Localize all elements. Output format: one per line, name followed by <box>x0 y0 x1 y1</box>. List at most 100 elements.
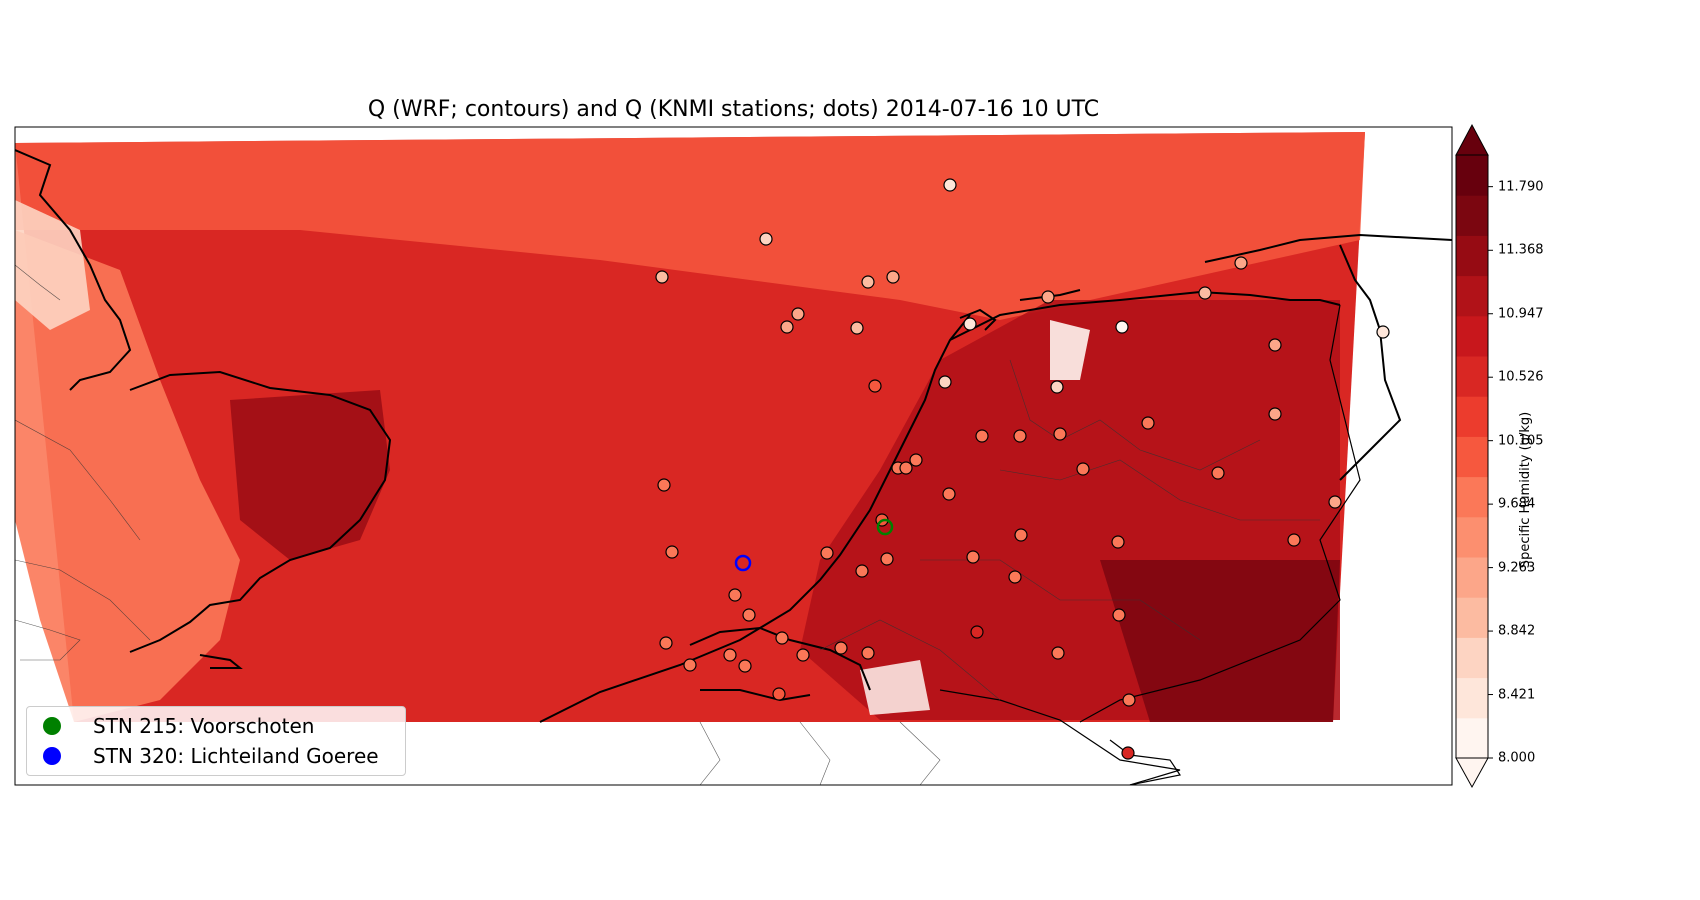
colorbar-segment <box>1456 436 1488 478</box>
legend-marker-green <box>43 717 61 735</box>
station-dot <box>728 588 742 602</box>
station-dot <box>775 631 789 645</box>
colorbar-segment <box>1456 597 1488 638</box>
station-215-voorschoten-marker <box>876 518 894 536</box>
colorbar-segment <box>1456 235 1488 277</box>
station-dot <box>1053 427 1067 441</box>
colorbar-max-extension <box>1455 123 1489 156</box>
station-dot <box>1234 256 1248 270</box>
colorbar-tick-label: 11.368 <box>1498 242 1544 258</box>
colorbar-tick-label: 10.105 <box>1498 433 1544 449</box>
colorbar-tick-label: 8.421 <box>1498 687 1536 703</box>
station-markers <box>655 178 1390 760</box>
station-dot <box>966 550 980 564</box>
station-dot <box>1013 429 1027 443</box>
station-dot <box>1014 528 1028 542</box>
station-dot <box>1051 646 1065 660</box>
colorbar-segment <box>1456 516 1488 558</box>
station-dot <box>1376 325 1390 339</box>
station-dot <box>1268 338 1282 352</box>
legend: STN 215: Voorschoten STN 320: Lichteilan… <box>26 706 406 776</box>
station-dot <box>963 317 977 331</box>
east-anglia-field <box>230 390 390 560</box>
colorbar-segment <box>1456 557 1488 598</box>
colorbar-min-extension <box>1455 757 1489 789</box>
colorbar-tick-label: 9.263 <box>1498 560 1536 576</box>
station-dot <box>1076 462 1090 476</box>
colorbar-tick-label: 9.684 <box>1498 496 1536 512</box>
station-dot <box>942 487 956 501</box>
station-dot <box>1121 746 1135 760</box>
colorbar-tick-label: 8.000 <box>1498 750 1536 766</box>
station-dot <box>772 687 786 701</box>
colorbar-frame <box>1455 154 1489 759</box>
colorbar-segment <box>1456 155 1488 196</box>
station-dot <box>791 307 805 321</box>
station-dot <box>1268 407 1282 421</box>
station-dot <box>820 546 834 560</box>
station-dot <box>780 320 794 334</box>
station-dot <box>1328 495 1342 509</box>
station-dot <box>850 321 864 335</box>
station-dot <box>796 648 810 662</box>
legend-label-station-320: STN 320: Lichteiland Goeree <box>93 744 379 768</box>
colorbar-segment <box>1456 476 1488 518</box>
colorbar-segment <box>1456 315 1488 357</box>
colorbar-tick-label: 11.790 <box>1498 179 1544 195</box>
station-dot <box>970 625 984 639</box>
station-dot <box>742 608 756 622</box>
station-dot <box>975 429 989 443</box>
colorbar-segment <box>1456 195 1488 236</box>
uk-coastal-field <box>15 230 240 722</box>
station-dot <box>1008 570 1022 584</box>
station-dot <box>738 659 752 673</box>
pale-patch-1 <box>1050 320 1090 380</box>
colorbar-segment <box>1456 637 1488 679</box>
legend-entry-station-215: STN 215: Voorschoten <box>43 712 314 740</box>
station-dot <box>1122 693 1136 707</box>
colorbar-segment <box>1456 356 1488 397</box>
station-dot <box>1115 320 1129 334</box>
station-dot <box>665 545 679 559</box>
station-dot <box>723 648 737 662</box>
legend-marker-blue <box>43 747 61 765</box>
station-dot <box>659 636 673 650</box>
station-dot <box>868 379 882 393</box>
north-sea-field <box>15 132 1365 320</box>
station-dot <box>1141 416 1155 430</box>
station-dot <box>880 552 894 566</box>
colorbar-segment <box>1456 275 1488 317</box>
station-dot <box>938 375 952 389</box>
station-dot <box>855 564 869 578</box>
station-dot <box>1211 466 1225 480</box>
legend-label-station-215: STN 215: Voorschoten <box>93 714 315 738</box>
map-axes-frame <box>14 126 1453 786</box>
colorbar-tick-label: 8.842 <box>1498 623 1536 639</box>
station-dot <box>899 461 913 475</box>
station-dot <box>1198 286 1212 300</box>
station-dot <box>861 646 875 660</box>
station-dot <box>1050 380 1064 394</box>
station-dot <box>909 453 923 467</box>
pale-patch-3 <box>860 660 930 715</box>
station-dot <box>886 270 900 284</box>
colorbar-tick-label: 10.947 <box>1498 306 1544 322</box>
colorbar <box>1455 123 1493 789</box>
station-dot <box>861 275 875 289</box>
colorbar-tick-label: 10.526 <box>1498 369 1544 385</box>
station-dot <box>1111 535 1125 549</box>
legend-entry-station-320: STN 320: Lichteiland Goeree <box>43 742 379 770</box>
colorbar-segment <box>1456 677 1488 719</box>
station-320-lichteiland-goeree-marker <box>734 554 752 572</box>
station-dot <box>834 641 848 655</box>
station-dot <box>759 232 773 246</box>
figure-title: Q (WRF; contours) and Q (KNMI stations; … <box>367 97 1100 122</box>
station-dot <box>1112 608 1126 622</box>
germany-southeast-field <box>1100 560 1340 722</box>
station-dot <box>657 478 671 492</box>
station-dot <box>943 178 957 192</box>
station-dot <box>1287 533 1301 547</box>
colorbar-segment <box>1456 717 1488 759</box>
colorbar-segment <box>1456 396 1488 437</box>
